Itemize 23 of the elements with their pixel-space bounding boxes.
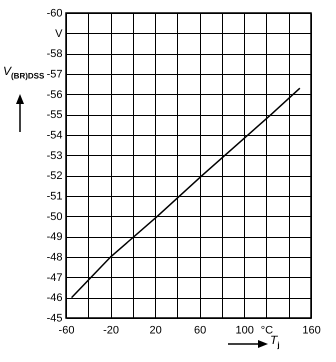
y-tick-label: -49 bbox=[46, 231, 62, 244]
y-tick-label: -51 bbox=[46, 190, 62, 202]
y-tick-label: -50 bbox=[46, 210, 62, 223]
y-tick-label: -58 bbox=[46, 48, 62, 60]
x-tick-label: 60 bbox=[194, 324, 206, 336]
y-tick-label: -52 bbox=[46, 170, 62, 182]
y-tick-label: -45 bbox=[46, 312, 62, 324]
x-tick-label: -60 bbox=[58, 324, 74, 336]
y-tick-label: -56 bbox=[46, 88, 62, 101]
y-axis-title: V$_{(BR)DSS}$ bbox=[3, 64, 44, 80]
x-tick-label: -20 bbox=[103, 324, 119, 336]
x-tick-label: 100 bbox=[236, 324, 254, 336]
y-tick-label: -47 bbox=[46, 272, 62, 284]
y-tick-label: -55 bbox=[46, 109, 62, 122]
y-tick-label: -48 bbox=[46, 252, 62, 264]
y-tick-label: -57 bbox=[46, 68, 62, 80]
y-tick-label: -54 bbox=[46, 130, 62, 142]
y-tick-label: -46 bbox=[46, 292, 62, 304]
x-tick-label: 160 bbox=[302, 324, 321, 336]
y-tick-label: -53 bbox=[46, 150, 62, 162]
y-tick-label: V bbox=[55, 28, 64, 40]
x-tick-label: 20 bbox=[149, 324, 162, 336]
y-tick-label: -60 bbox=[46, 8, 62, 20]
